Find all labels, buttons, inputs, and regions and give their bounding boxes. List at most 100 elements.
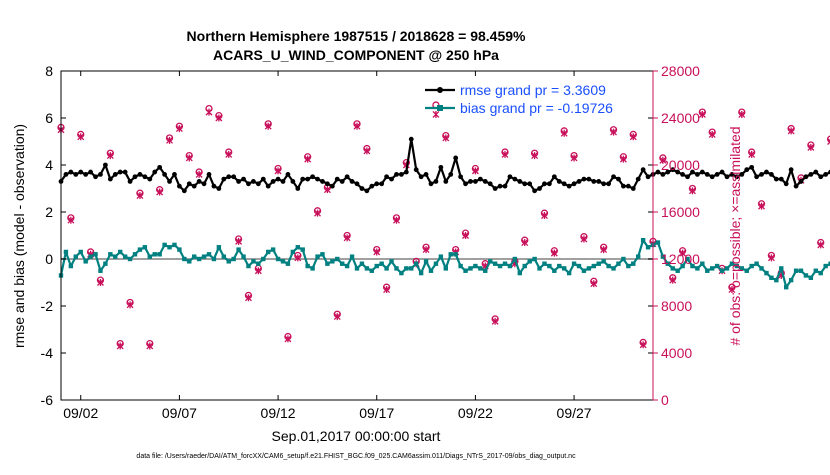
bias-point	[463, 268, 468, 273]
rmse-point	[315, 176, 320, 182]
x-tick-label: 09/17	[359, 405, 394, 421]
bias-point	[636, 254, 641, 259]
rmse-point	[749, 164, 755, 170]
obs-assimilated-point	[629, 133, 637, 141]
rmse-point	[729, 172, 735, 177]
bias-point	[354, 266, 360, 271]
rmse-point	[413, 167, 419, 173]
bias-point	[502, 261, 508, 266]
obs-assimilated-point	[541, 212, 548, 220]
right-tick-label: 28000	[661, 63, 700, 79]
rmse-point	[601, 181, 607, 187]
obs-assimilated-point	[333, 313, 341, 321]
obs-assimilated-point	[432, 110, 440, 118]
bias-point	[774, 277, 779, 283]
legend-bias-marker	[437, 105, 443, 111]
bias-point	[542, 261, 547, 266]
bias-point	[374, 263, 379, 269]
obs-assimilated-point	[738, 110, 746, 118]
rmse-point	[359, 186, 365, 191]
bias-point	[734, 263, 740, 269]
rmse-point	[132, 174, 138, 180]
obs-assimilated-point	[383, 286, 391, 294]
bias-point	[196, 256, 202, 262]
bias-point	[118, 249, 123, 255]
rmse-point	[645, 174, 651, 180]
rmse-point	[680, 172, 685, 177]
rmse-point	[561, 181, 567, 187]
bias-point	[261, 256, 266, 262]
rmse-point	[473, 179, 478, 184]
obs-assimilated-point	[363, 147, 371, 155]
chart-title-line1: Northern Hemisphere 1987515 / 2018628 = …	[187, 28, 526, 44]
rmse-point	[325, 181, 330, 187]
rmse-point	[196, 179, 202, 184]
bias-point	[280, 259, 286, 264]
bias-point	[492, 261, 498, 266]
rmse-point	[349, 179, 355, 184]
bias-point	[655, 240, 661, 245]
x-tick-label: 09/12	[261, 405, 296, 421]
bias-point	[744, 268, 749, 273]
rmse-point	[374, 181, 380, 187]
rmse-point	[107, 176, 113, 182]
obs-assimilated-point	[442, 134, 450, 142]
rmse-point	[191, 183, 197, 189]
left-tick-label: 4	[45, 157, 53, 173]
rmse-point	[68, 169, 74, 175]
bias-point	[665, 261, 670, 266]
bias-point	[256, 261, 261, 266]
bias-point	[157, 252, 162, 257]
obs-assimilated-point	[708, 130, 716, 138]
obs-assimilated-point	[462, 232, 469, 239]
rmse-point	[443, 179, 449, 184]
obs-assimilated-point	[274, 167, 282, 175]
bias-point	[122, 254, 128, 259]
bias-point	[418, 270, 424, 276]
rmse-point	[744, 167, 750, 173]
rmse-point	[142, 174, 148, 180]
bias-point	[675, 268, 680, 273]
bias-point	[206, 252, 212, 257]
rmse-point	[625, 183, 631, 189]
obs-assimilated-point	[106, 152, 114, 160]
rmse-point	[157, 164, 163, 170]
left-tick-label: -6	[41, 392, 54, 408]
rmse-point	[403, 169, 409, 175]
bias-point	[739, 266, 744, 271]
bias-point	[562, 266, 567, 271]
obs-assimilated-point	[353, 122, 361, 130]
rmse-point	[181, 188, 187, 194]
obs-assimilated-point	[531, 152, 539, 160]
right-tick-label: 12000	[661, 251, 700, 267]
bias-point	[690, 263, 695, 269]
rmse-point	[724, 174, 730, 180]
rmse-point	[295, 186, 301, 191]
bias-point	[305, 263, 310, 269]
rmse-point	[788, 167, 794, 173]
bias-point	[468, 266, 473, 271]
obs-assimilated-point	[245, 294, 252, 302]
bias-point	[670, 266, 675, 271]
obs-assimilated-point	[767, 254, 775, 262]
rmse-point	[162, 172, 168, 177]
bias-point	[724, 266, 730, 271]
obs-assimilated-point	[619, 155, 627, 163]
rmse-point	[379, 181, 385, 187]
bias-point	[394, 266, 399, 271]
rmse-point	[675, 169, 681, 175]
rmse-series	[58, 136, 830, 194]
obs-assimilated-point	[323, 186, 331, 194]
bias-point	[428, 268, 434, 273]
bias-point	[132, 252, 138, 257]
rmse-point	[586, 176, 592, 182]
rmse-point	[137, 172, 143, 177]
obs-assimilated-point	[205, 108, 213, 116]
left-axis-label: rmse and bias (model - observation)	[11, 124, 27, 348]
bias-point	[231, 256, 236, 262]
bias-point	[162, 242, 167, 248]
left-tick-label: -2	[41, 298, 54, 314]
bias-point	[798, 268, 804, 273]
x-tick-label: 09/02	[63, 405, 98, 421]
